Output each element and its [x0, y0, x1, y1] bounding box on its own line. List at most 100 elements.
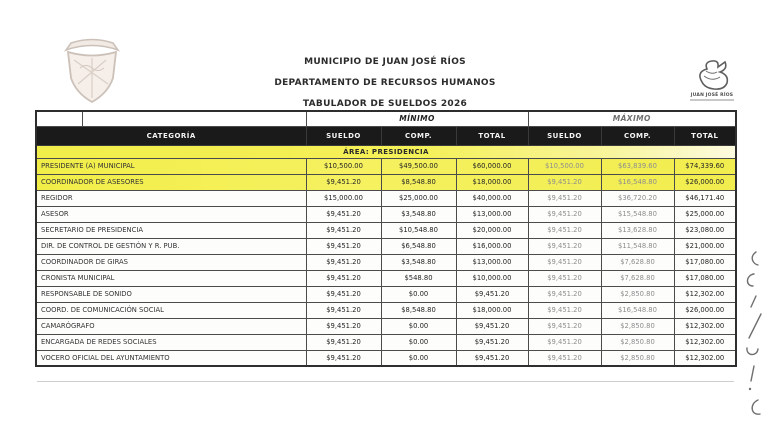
cell-categoria: COORDINADOR DE GIRAS	[35, 253, 307, 271]
table-row: SECRETARIO DE PRESIDENCIA $9,451.20 $10,…	[35, 221, 737, 239]
city-emblem: JUAN JOSÉ RÍOS	[686, 56, 738, 101]
cell-min-total: $9,451.20	[455, 333, 529, 351]
cell-min-comp: $6,548.80	[380, 237, 457, 255]
cell-min-comp: $25,000.00	[380, 189, 457, 207]
table-row: VOCERO OFICIAL DEL AYUNTAMIENTO $9,451.2…	[35, 349, 737, 367]
cell-min-sueldo: $9,451.20	[305, 317, 382, 335]
col-header-max-total: TOTAL	[673, 125, 737, 146]
cell-max-comp: $2,850.80	[600, 349, 675, 367]
cell-max-comp: $16,548.80	[600, 173, 675, 191]
cell-max-total: $23,080.00	[673, 221, 737, 239]
cell-min-comp: $8,548.80	[380, 301, 457, 319]
cell-categoria: ASESOR	[35, 205, 307, 223]
cell-categoria: RESPONSABLE DE SONIDO	[35, 285, 307, 303]
emblem-caption: JUAN JOSÉ RÍOS	[690, 93, 734, 98]
cell-categoria: COORD. DE COMUNICACIÓN SOCIAL	[35, 301, 307, 319]
cell-max-sueldo: $9,451.20	[527, 205, 602, 223]
municipal-crest-icon	[52, 34, 132, 112]
cell-min-comp: $3,548.80	[380, 205, 457, 223]
area-row: ÁREA: PRESIDENCIA	[35, 144, 737, 159]
table-row: RESPONSABLE DE SONIDO $9,451.20 $0.00 $9…	[35, 285, 737, 303]
cell-max-comp: $36,720.20	[600, 189, 675, 207]
cell-min-sueldo: $15,000.00	[305, 189, 382, 207]
cell-categoria: PRESIDENTE (A) MUNICIPAL	[35, 157, 307, 175]
cell-min-total: $40,000.00	[455, 189, 529, 207]
col-header-categoria: CATEGORÍA	[35, 125, 307, 146]
emblem-subline	[690, 99, 734, 101]
cell-max-total: $26,000.00	[673, 173, 737, 191]
cell-min-total: $16,000.00	[455, 237, 529, 255]
cell-min-sueldo: $9,451.20	[305, 285, 382, 303]
title-departamento: DEPARTAMENTO DE RECURSOS HUMANOS	[274, 78, 496, 88]
col-header-min-comp: COMP.	[380, 125, 457, 146]
table-corner-cell	[35, 110, 307, 127]
cell-max-sueldo: $9,451.20	[527, 269, 602, 287]
cell-categoria: COORDINADOR DE ASESORES	[35, 173, 307, 191]
cell-min-total: $18,000.00	[455, 301, 529, 319]
cell-min-sueldo: $10,500.00	[305, 157, 382, 175]
cell-min-sueldo: $9,451.20	[305, 221, 382, 239]
cell-min-total: $60,000.00	[455, 157, 529, 175]
cell-max-sueldo: $9,451.20	[527, 301, 602, 319]
scan-artifact-line	[37, 381, 734, 382]
cell-min-total: $18,000.00	[455, 173, 529, 191]
cell-categoria: SECRETARIO DE PRESIDENCIA	[35, 221, 307, 239]
cell-max-comp: $16,548.80	[600, 301, 675, 319]
col-header-min-total: TOTAL	[455, 125, 529, 146]
cell-max-sueldo: $9,451.20	[527, 173, 602, 191]
cell-min-sueldo: $9,451.20	[305, 237, 382, 255]
cell-max-comp: $2,850.80	[600, 333, 675, 351]
cell-max-comp: $13,628.80	[600, 221, 675, 239]
table-row: COORD. DE COMUNICACIÓN SOCIAL $9,451.20 …	[35, 301, 737, 319]
cell-min-total: $10,000.00	[455, 269, 529, 287]
cell-max-total: $17,080.00	[673, 269, 737, 287]
cell-max-total: $12,302.00	[673, 317, 737, 335]
cell-max-comp: $63,839.60	[600, 157, 675, 175]
table-row: CRONISTA MUNICIPAL $9,451.20 $548.80 $10…	[35, 269, 737, 287]
cell-max-total: $17,080.00	[673, 253, 737, 271]
table-row: DIR. DE CONTROL DE GESTIÓN Y R. PUB. $9,…	[35, 237, 737, 255]
table-row: PRESIDENTE (A) MUNICIPAL $10,500.00 $49,…	[35, 157, 737, 175]
cell-min-comp: $0.00	[380, 333, 457, 351]
table-row: COORDINADOR DE GIRAS $9,451.20 $3,548.80…	[35, 253, 737, 271]
cell-max-total: $21,000.00	[673, 237, 737, 255]
group-header-minimo: MÍNIMO	[305, 110, 529, 127]
table-row: CAMARÓGRAFO $9,451.20 $0.00 $9,451.20 $9…	[35, 317, 737, 335]
cell-max-comp: $7,628.80	[600, 253, 675, 271]
cell-min-sueldo: $9,451.20	[305, 333, 382, 351]
salary-table: MÍNIMO MÁXIMO CATEGORÍA SUELDO COMP. TOT…	[35, 110, 738, 367]
cell-max-sueldo: $10,500.00	[527, 157, 602, 175]
area-label: ÁREA: PRESIDENCIA	[35, 144, 737, 159]
cell-min-total: $9,451.20	[455, 349, 529, 367]
cell-max-comp: $15,548.80	[600, 205, 675, 223]
cell-max-total: $12,302.00	[673, 333, 737, 351]
cell-min-total: $9,451.20	[455, 317, 529, 335]
cell-categoria: ENCARGADA DE REDES SOCIALES	[35, 333, 307, 351]
bird-emblem-icon	[699, 60, 729, 90]
col-header-min-sueldo: SUELDO	[305, 125, 382, 146]
cell-max-total: $12,302.00	[673, 285, 737, 303]
cell-categoria: VOCERO OFICIAL DEL AYUNTAMIENTO	[35, 349, 307, 367]
cell-categoria: CAMARÓGRAFO	[35, 317, 307, 335]
cell-min-comp: $49,500.00	[380, 157, 457, 175]
cell-categoria: DIR. DE CONTROL DE GESTIÓN Y R. PUB.	[35, 237, 307, 255]
title-tabulador: TABULADOR DE SUELDOS 2026	[302, 99, 468, 109]
group-header-row: MÍNIMO MÁXIMO	[35, 110, 737, 127]
title-municipio: MUNICIPIO DE JUAN JOSÉ RÍOS	[304, 57, 466, 67]
cell-min-sueldo: $9,451.20	[305, 301, 382, 319]
cell-max-total: $26,000.00	[673, 301, 737, 319]
cell-max-comp: $2,850.80	[600, 317, 675, 335]
cell-max-total: $25,000.00	[673, 205, 737, 223]
cell-max-sueldo: $9,451.20	[527, 237, 602, 255]
cell-max-sueldo: $9,451.20	[527, 253, 602, 271]
table-row: COORDINADOR DE ASESORES $9,451.20 $8,548…	[35, 173, 737, 191]
handwritten-margin-note	[738, 248, 768, 432]
salary-table-body: PRESIDENTE (A) MUNICIPAL $10,500.00 $49,…	[35, 157, 737, 367]
cell-max-comp: $11,548.80	[600, 237, 675, 255]
table-row: ASESOR $9,451.20 $3,548.80 $13,000.00 $9…	[35, 205, 737, 223]
cell-categoria: REGIDOR	[35, 189, 307, 207]
cell-min-comp: $0.00	[380, 317, 457, 335]
cell-min-comp: $0.00	[380, 285, 457, 303]
cell-min-sueldo: $9,451.20	[305, 253, 382, 271]
cell-max-sueldo: $9,451.20	[527, 285, 602, 303]
